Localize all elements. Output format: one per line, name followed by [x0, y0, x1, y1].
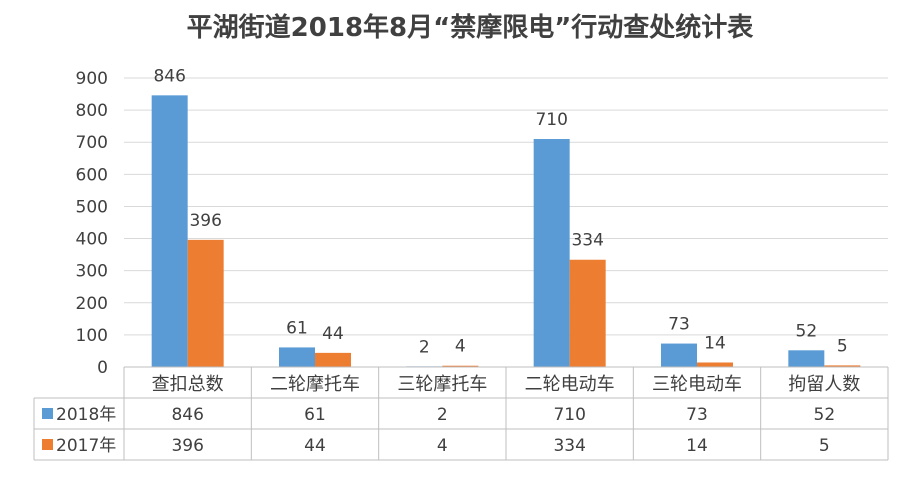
- data-label: 52: [796, 321, 818, 341]
- bar-2017-5: [824, 365, 861, 367]
- bar-2017-0: [187, 239, 224, 367]
- category-label: 查扣总数: [152, 374, 224, 395]
- table-cell: 44: [304, 436, 326, 456]
- category-label: 拘留人数: [788, 374, 860, 395]
- data-label: 44: [322, 324, 344, 344]
- data-label: 334: [571, 231, 603, 251]
- table-cell: 52: [814, 405, 836, 425]
- table-cell: 2: [437, 405, 448, 425]
- table-cell: 396: [171, 436, 203, 456]
- bar-2018-4: [661, 343, 697, 367]
- y-tick-label: 100: [76, 326, 108, 346]
- bar-2018-5: [788, 350, 825, 367]
- legend-label: 2017年: [56, 436, 116, 456]
- data-label: 5: [837, 336, 848, 356]
- y-tick-label: 500: [76, 197, 108, 217]
- y-tick-label: 800: [76, 101, 108, 121]
- category-label: 三轮摩托车: [397, 374, 487, 395]
- y-tick-label: 900: [76, 69, 108, 89]
- legend-swatch: [42, 439, 53, 450]
- data-label: 14: [704, 334, 726, 354]
- category-label: 二轮摩托车: [270, 374, 360, 395]
- bar-2017-2: [442, 365, 479, 367]
- bar-2018-1: [279, 347, 315, 367]
- table-cell: 14: [686, 436, 708, 456]
- bars: [151, 95, 861, 367]
- y-tick-label: 600: [76, 165, 108, 185]
- table-cell: 5: [819, 436, 830, 456]
- table-cell: 334: [553, 436, 585, 456]
- bar-2018-0: [151, 95, 188, 367]
- data-label: 73: [668, 315, 690, 335]
- bar-2017-1: [315, 352, 351, 367]
- chart-title: 平湖街道2018年8月“禁摩限电”行动查处统计表: [187, 12, 755, 43]
- table-cell: 710: [553, 405, 585, 425]
- y-tick-label: 400: [76, 230, 108, 250]
- data-label: 61: [286, 318, 308, 338]
- data-table: 查扣总数 二轮摩托车 三轮摩托车 二轮电动车 三轮电动车 拘留人数 2018年 846 61 2 7…: [33, 366, 889, 461]
- table-cell: 846: [171, 405, 203, 425]
- legend-label: 2018年: [56, 405, 116, 425]
- data-label: 396: [189, 211, 221, 231]
- bar-2017-3: [569, 259, 606, 367]
- category-label: 二轮电动车: [525, 374, 615, 395]
- y-tick-label: 0: [97, 358, 108, 378]
- legend-swatch: [42, 408, 53, 419]
- bar-2018-3: [533, 139, 570, 367]
- gridlines: [124, 77, 888, 336]
- category-label: 三轮电动车: [652, 374, 742, 395]
- table-cell: 4: [437, 436, 448, 456]
- data-label: 4: [455, 337, 466, 357]
- y-tick-label: 300: [76, 262, 108, 282]
- bar-2017-4: [697, 362, 733, 367]
- table-cell: 61: [304, 405, 326, 425]
- table-cell: 73: [686, 405, 708, 425]
- data-label: 710: [535, 110, 567, 130]
- y-axis: 0 100 200 300 400 500 600 700 800 900: [76, 69, 108, 378]
- y-tick-label: 700: [76, 133, 108, 153]
- data-label: 2: [419, 337, 430, 357]
- data-label: 846: [153, 66, 185, 86]
- y-tick-label: 200: [76, 294, 108, 314]
